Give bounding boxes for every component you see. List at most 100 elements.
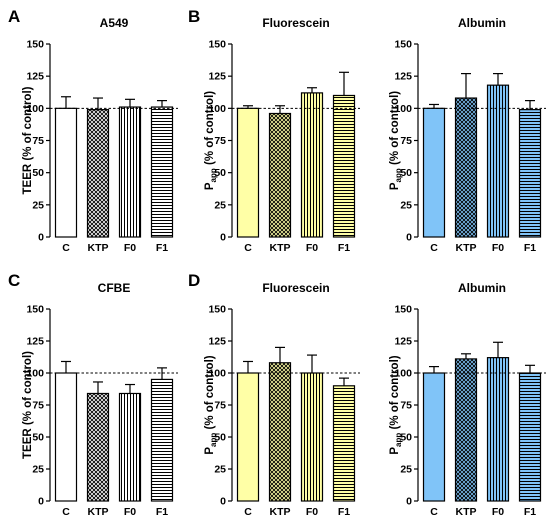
bar-albumin-bottom-f1 [518, 372, 542, 502]
y-tick-label-cfbe: 0 [38, 496, 44, 508]
y-tick-label-albumin-top: 50 [400, 167, 412, 179]
x-tick-label-fluorescein-top-f0: F0 [306, 242, 318, 254]
y-tick-label-cfbe: 75 [32, 400, 44, 412]
y-axis-label-albumin-bottom: Papp (% of control) [389, 355, 403, 454]
y-tick-label-fluorescein-bottom: 25 [214, 464, 226, 476]
y-tick-label-fluorescein-top: 0 [220, 232, 226, 244]
x-tick-label-a549-f0: F0 [124, 242, 136, 254]
y-axis-label-a549: TEER (% of control) [22, 86, 34, 194]
x-tick-label-fluorescein-bottom-ktp: KTP [270, 506, 291, 518]
panel-letter-a: A [8, 7, 20, 26]
bar-albumin-top-f0 [486, 84, 510, 238]
y-tick-label-a549: 75 [32, 135, 44, 147]
bar-fluorescein-bottom-ktp [268, 362, 292, 502]
x-tick-label-cfbe-f1: F1 [156, 506, 168, 518]
y-tick-label-a549: 150 [26, 39, 44, 51]
y-tick-label-albumin-top: 75 [400, 135, 412, 147]
x-tick-label-fluorescein-top-f1: F1 [338, 242, 350, 254]
y-tick-label-cfbe: 50 [32, 432, 44, 444]
panel-letter-b: B [188, 7, 200, 26]
bar-a549-c [54, 107, 78, 238]
bar-albumin-top-c [422, 107, 446, 238]
bar-fluorescein-top-ktp [268, 112, 292, 238]
bar-fluorescein-bottom-f1 [332, 385, 356, 502]
y-tick-label-albumin-bottom: 0 [406, 496, 412, 508]
y-tick-label-albumin-top: 0 [406, 232, 412, 244]
y-tick-label-fluorescein-bottom: 50 [214, 432, 226, 444]
bar-fluorescein-top-c [236, 107, 260, 238]
bar-fluorescein-bottom-c [236, 372, 260, 502]
x-tick-label-albumin-bottom-ktp: KTP [456, 506, 477, 518]
bar-cfbe-f0 [118, 392, 142, 502]
bar-cfbe-f1 [150, 378, 174, 502]
x-tick-label-albumin-top-f1: F1 [524, 242, 536, 254]
x-tick-label-albumin-bottom-f1: F1 [524, 506, 536, 518]
x-tick-label-albumin-top-f0: F0 [492, 242, 504, 254]
y-tick-label-fluorescein-bottom: 150 [208, 304, 226, 316]
y-tick-label-fluorescein-bottom: 100 [208, 368, 226, 380]
y-tick-label-fluorescein-top: 50 [214, 167, 226, 179]
bar-albumin-top-ktp [454, 97, 478, 238]
x-tick-label-albumin-bottom-c: C [430, 506, 438, 518]
bar-a549-ktp [86, 109, 110, 238]
x-tick-label-fluorescein-top-ktp: KTP [270, 242, 291, 254]
y-axis-label-fluorescein-top: Papp (% of control) [204, 91, 218, 190]
y-tick-label-fluorescein-top: 75 [214, 135, 226, 147]
x-tick-label-cfbe-f0: F0 [124, 506, 136, 518]
chart-title-a549: A549 [100, 16, 129, 30]
chart-albumin-papp-top: Albumin Papp (% of control) 0 25 50 75 100 125 1… [389, 16, 546, 254]
bar-albumin-bottom-c [422, 372, 446, 502]
y-tick-label-fluorescein-bottom: 125 [208, 336, 226, 348]
panel-letter-d: D [188, 271, 200, 290]
y-tick-label-a549: 0 [38, 232, 44, 244]
chart-fluorescein-papp-bottom: Fluorescein Papp (% of control) 0 25 50 75 100… [204, 281, 360, 518]
x-tick-label-cfbe-ktp: KTP [88, 506, 109, 518]
x-tick-label-albumin-bottom-f0: F0 [492, 506, 504, 518]
y-tick-label-cfbe: 125 [26, 336, 44, 348]
y-tick-label-cfbe: 150 [26, 304, 44, 316]
y-tick-label-albumin-top: 125 [394, 71, 412, 83]
y-tick-label-albumin-bottom: 50 [400, 432, 412, 444]
chart-a549-teer: A549 TEER (% of control) 0 25 50 75 100 125 150 C… [22, 16, 178, 254]
bar-cfbe-ktp [86, 392, 110, 502]
x-tick-label-fluorescein-bottom-f0: F0 [306, 506, 318, 518]
bar-a549-f0 [118, 106, 142, 238]
chart-cfbe-teer: CFBE TEER (% of control) 0 25 50 75 100 125 150 C… [22, 281, 178, 518]
y-tick-label-albumin-top: 25 [400, 199, 412, 211]
y-tick-label-fluorescein-bottom: 0 [220, 496, 226, 508]
chart-title-fluorescein-bottom: Fluorescein [262, 281, 329, 295]
y-tick-label-fluorescein-top: 150 [208, 39, 226, 51]
y-axis-label-cfbe: TEER (% of control) [22, 351, 34, 459]
x-tick-label-a549-f1: F1 [156, 242, 168, 254]
y-axis-label-albumin-top: Papp (% of control) [389, 91, 403, 190]
y-tick-label-albumin-bottom: 100 [394, 368, 412, 380]
bar-albumin-bottom-f0 [486, 357, 510, 502]
y-tick-label-cfbe: 25 [32, 464, 44, 476]
y-tick-label-fluorescein-top: 125 [208, 71, 226, 83]
chart-title-cfbe: CFBE [98, 281, 131, 295]
y-tick-label-fluorescein-top: 25 [214, 199, 226, 211]
y-tick-label-albumin-top: 100 [394, 103, 412, 115]
bar-albumin-bottom-ktp [454, 358, 478, 502]
bar-fluorescein-top-f0 [300, 92, 324, 238]
y-tick-label-a549: 50 [32, 167, 44, 179]
x-tick-label-fluorescein-top-c: C [244, 242, 252, 254]
y-axis-label-fluorescein-bottom: Papp (% of control) [204, 355, 218, 454]
y-tick-label-fluorescein-top: 100 [208, 103, 226, 115]
y-tick-label-albumin-top: 150 [394, 39, 412, 51]
y-tick-label-albumin-bottom: 25 [400, 464, 412, 476]
chart-albumin-papp-bottom: Albumin Papp (% of control) 0 25 50 75 100 125 1… [389, 281, 546, 518]
y-tick-label-cfbe: 100 [26, 368, 44, 380]
y-tick-label-fluorescein-bottom: 75 [214, 400, 226, 412]
x-tick-label-albumin-top-c: C [430, 242, 438, 254]
x-tick-label-cfbe-c: C [62, 506, 70, 518]
chart-fluorescein-papp-top: Fluorescein Papp (% of control) 0 25 50 75 100… [204, 16, 360, 254]
x-tick-label-fluorescein-bottom-c: C [244, 506, 252, 518]
y-tick-label-a549: 100 [26, 103, 44, 115]
chart-title-albumin-bottom: Albumin [458, 281, 506, 295]
bar-albumin-top-f1 [518, 109, 542, 238]
panel-letter-c: C [8, 271, 20, 290]
y-tick-label-a549: 125 [26, 71, 44, 83]
bar-fluorescein-bottom-f0 [300, 372, 324, 502]
